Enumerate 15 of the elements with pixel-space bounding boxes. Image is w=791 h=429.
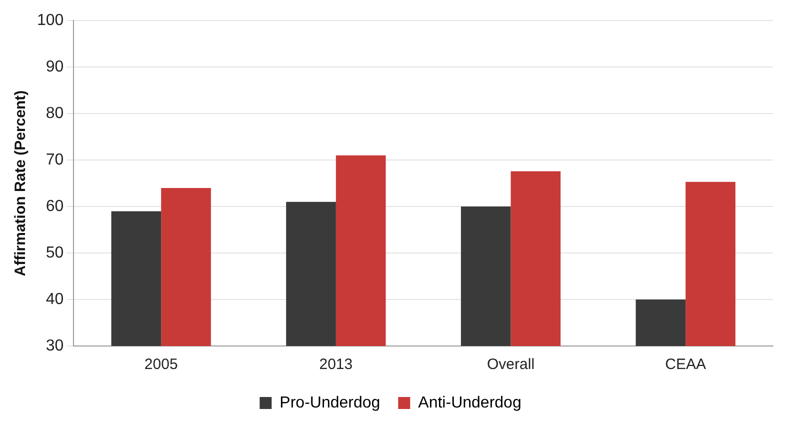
legend-label: Anti-Underdog	[418, 394, 522, 412]
y-tick-label: 70	[46, 151, 64, 168]
x-tick-label: 2005	[144, 356, 178, 374]
x-tick-label: CEAA	[665, 356, 706, 374]
legend-label: Pro-Underdog	[280, 394, 380, 412]
y-tick-label: 100	[36, 12, 64, 30]
y-tick-label: 50	[46, 244, 64, 262]
x-tick-label: Overall	[487, 356, 535, 374]
y-tick-label: 60	[46, 198, 64, 215]
y-tick-label: 30	[46, 337, 64, 354]
y-tick-label: 90	[46, 58, 64, 76]
y-tick-label: 40	[46, 290, 64, 308]
y-tick-label: 80	[46, 104, 64, 122]
x-tick-label: 2013	[319, 356, 353, 374]
y-axis-title: Affirmation Rate (Percent)	[12, 90, 30, 276]
